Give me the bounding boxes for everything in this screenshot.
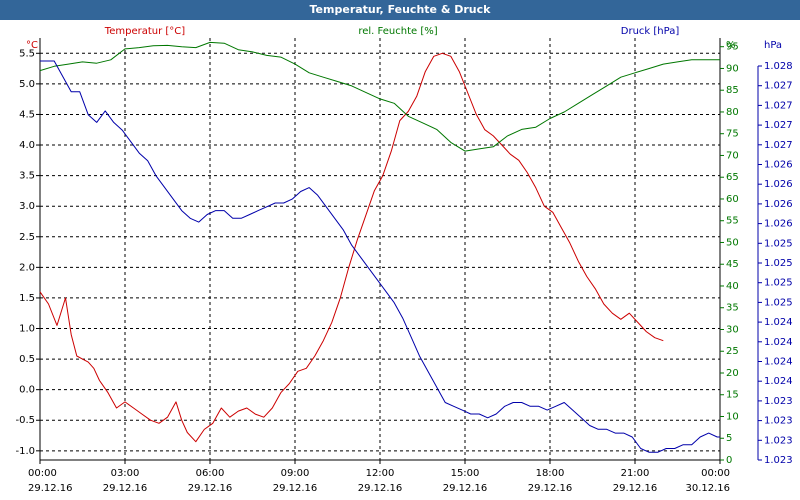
- humidity-tick-label: 45: [726, 259, 739, 270]
- temperature-axis-ticks: -1.0 -0.5 0.0 0.5 1.0 1.5 2.0 2.5 3.0 3.5 4.0 4.5 5.…: [15, 48, 40, 457]
- humidity-tick-label: 90: [726, 63, 739, 74]
- pressure-tick-label: 1.026: [764, 179, 793, 190]
- time-axis-ticks: 00:00 29.12.16 03:00 29.12.16 06:00 29.12.16 0…: [28, 460, 730, 494]
- humidity-tick-label: 15: [726, 390, 739, 401]
- window-title: Temperatur, Feuchte & Druck: [0, 0, 800, 20]
- temperature-tick-label: 3.0: [19, 201, 35, 212]
- humidity-tick-label: 35: [726, 303, 739, 314]
- humidity-tick-label: 85: [726, 85, 739, 96]
- temperature-tick-label: 3.5: [19, 171, 35, 182]
- humidity-tick-label: 55: [726, 216, 739, 227]
- humidity-tick-label: 20: [726, 368, 739, 379]
- humidity-tick-label: 25: [726, 346, 739, 357]
- pressure-tick-label: 1.024: [764, 317, 793, 328]
- pressure-tick-label: 1.026: [764, 160, 793, 171]
- temperature-unit-label: °C: [26, 40, 38, 51]
- humidity-axis-ticks: 0 5 10 15 20 25 30 35 40 45 50 55 60 65 70 75 80 85 90 95: [720, 42, 739, 466]
- pressure-tick-label: 1.026: [764, 199, 793, 210]
- pressure-tick-label: 1.027: [764, 140, 793, 151]
- legend-temperature: Temperatur [°C]: [104, 26, 185, 37]
- temperature-tick-label: 2.0: [19, 262, 35, 273]
- pressure-tick-label: 1.025: [764, 238, 793, 249]
- time-tick-label: 03:00: [111, 468, 140, 479]
- time-tick-label: 09:00: [281, 468, 310, 479]
- time-tick-label: 21:00: [621, 468, 650, 479]
- temperature-tick-label: 4.5: [19, 109, 35, 120]
- pressure-tick-label: 1.024: [764, 357, 793, 368]
- humidity-tick-label: 0: [726, 455, 732, 466]
- date-tick-label: 29.12.16: [528, 483, 573, 494]
- pressure-tick-label: 1.024: [764, 337, 793, 348]
- time-tick-label: 06:00: [196, 468, 225, 479]
- date-tick-label: 29.12.16: [28, 483, 73, 494]
- humidity-tick-label: 95: [726, 42, 739, 53]
- pressure-tick-label: 1.027: [764, 100, 793, 111]
- time-tick-label: 15:00: [451, 468, 480, 479]
- temperature-tick-label: 0.5: [19, 354, 35, 365]
- pressure-tick-label: 1.025: [764, 278, 793, 289]
- humidity-series-line: [39, 41, 720, 152]
- humidity-tick-label: 50: [726, 237, 739, 248]
- legend-humidity: rel. Feuchte [%]: [358, 26, 437, 37]
- temperature-tick-label: 2.5: [19, 232, 35, 243]
- date-tick-label: 29.12.16: [188, 483, 233, 494]
- pressure-tick-label: 1.028: [764, 61, 793, 72]
- time-tick-label: 00:00: [28, 468, 57, 479]
- humidity-tick-label: 30: [726, 324, 739, 335]
- pressure-tick-label: 1.024: [764, 376, 793, 387]
- date-tick-label: 29.12.16: [273, 483, 318, 494]
- humidity-tick-label: 65: [726, 172, 739, 183]
- pressure-tick-label: 1.023: [764, 396, 793, 407]
- pressure-unit-label: hPa: [764, 40, 782, 51]
- humidity-tick-label: 60: [726, 194, 739, 205]
- date-tick-label: 29.12.16: [358, 483, 403, 494]
- temperature-tick-label: 0.0: [19, 385, 35, 396]
- humidity-tick-label: 5: [726, 433, 732, 444]
- pressure-tick-label: 1.026: [764, 219, 793, 230]
- humidity-tick-label: 75: [726, 129, 739, 140]
- date-tick-label: 29.12.16: [443, 483, 488, 494]
- legend-pressure: Druck [hPa]: [621, 26, 680, 37]
- series-lines: [39, 41, 720, 453]
- pressure-axis-ticks: 1.023 1.023 1.023 1.023 1.024 1.024 1.024 1.024…: [757, 61, 793, 466]
- temperature-tick-label: -1.0: [15, 446, 35, 457]
- humidity-tick-label: 70: [726, 150, 739, 161]
- temperature-tick-label: 1.5: [19, 293, 35, 304]
- pressure-tick-label: 1.023: [764, 416, 793, 427]
- temperature-tick-label: 5.5: [19, 48, 35, 59]
- humidity-tick-label: 40: [726, 281, 739, 292]
- humidity-tick-label: 10: [726, 411, 739, 422]
- pressure-tick-label: 1.027: [764, 81, 793, 92]
- time-tick-label: 12:00: [366, 468, 395, 479]
- pressure-tick-label: 1.023: [764, 455, 793, 466]
- temperature-tick-label: 4.0: [19, 140, 35, 151]
- grid-lines: [40, 38, 720, 460]
- time-tick-label: 00:00: [701, 468, 730, 479]
- pressure-tick-label: 1.025: [764, 258, 793, 269]
- temperature-tick-label: 5.0: [19, 79, 35, 90]
- date-tick-label: 29.12.16: [103, 483, 148, 494]
- temperature-tick-label: -0.5: [15, 415, 35, 426]
- time-tick-label: 18:00: [536, 468, 565, 479]
- pressure-series-line: [40, 60, 720, 453]
- line-chart: -1.0 -0.5 0.0 0.5 1.0 1.5 2.0 2.5 3.0 3.5 4.0 4.5 5.…: [15, 26, 793, 494]
- pressure-tick-label: 1.027: [764, 120, 793, 131]
- humidity-unit-label: %: [726, 40, 736, 51]
- pressure-tick-label: 1.023: [764, 435, 793, 446]
- temperature-series-line: [39, 52, 664, 443]
- date-tick-label: 29.12.16: [613, 483, 658, 494]
- pressure-tick-label: 1.025: [764, 297, 793, 308]
- temperature-tick-label: 1.0: [19, 324, 35, 335]
- humidity-tick-label: 80: [726, 107, 739, 118]
- date-tick-label: 30.12.16: [685, 483, 730, 494]
